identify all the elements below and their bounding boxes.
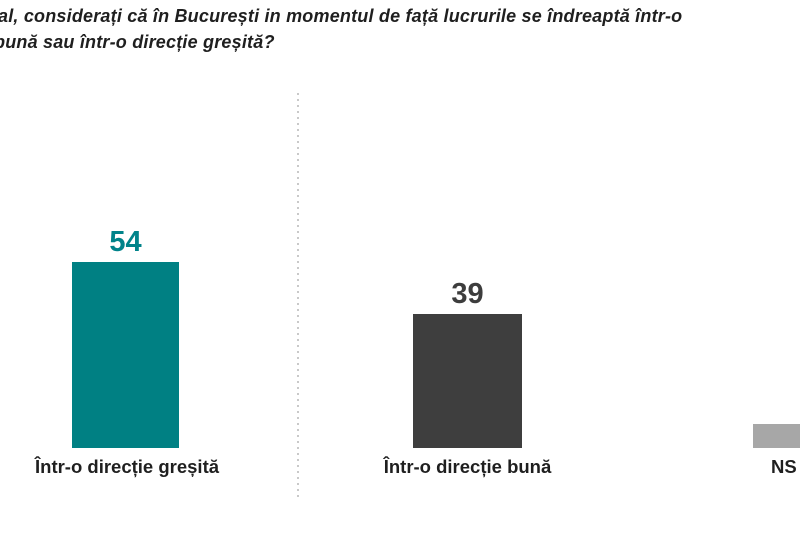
bar-value-label: 39 <box>451 278 484 310</box>
dotted-divider-line <box>297 93 299 497</box>
bar-group-ns <box>753 419 800 448</box>
category-label-ns: NS <box>771 456 797 477</box>
bar-group-directie-gresita: 54 <box>72 227 179 448</box>
bar-directie-buna <box>413 314 522 448</box>
category-label-directie-gresita: Într-o direcție greșită <box>35 456 220 477</box>
bar-directie-gresita <box>72 262 179 448</box>
chart-title: al, considerați că în București in momen… <box>0 2 800 62</box>
chart-title-line-1: al, considerați că în București in momen… <box>0 6 683 26</box>
bar-group-directie-buna: 39 <box>413 279 522 448</box>
bar-ns <box>753 424 800 448</box>
category-label-directie-buna: Într-o direcție bună <box>383 456 552 477</box>
bar-value-label: 54 <box>109 226 142 258</box>
chart-title-line-2: bună sau într-o direcție greșită? <box>0 32 275 52</box>
